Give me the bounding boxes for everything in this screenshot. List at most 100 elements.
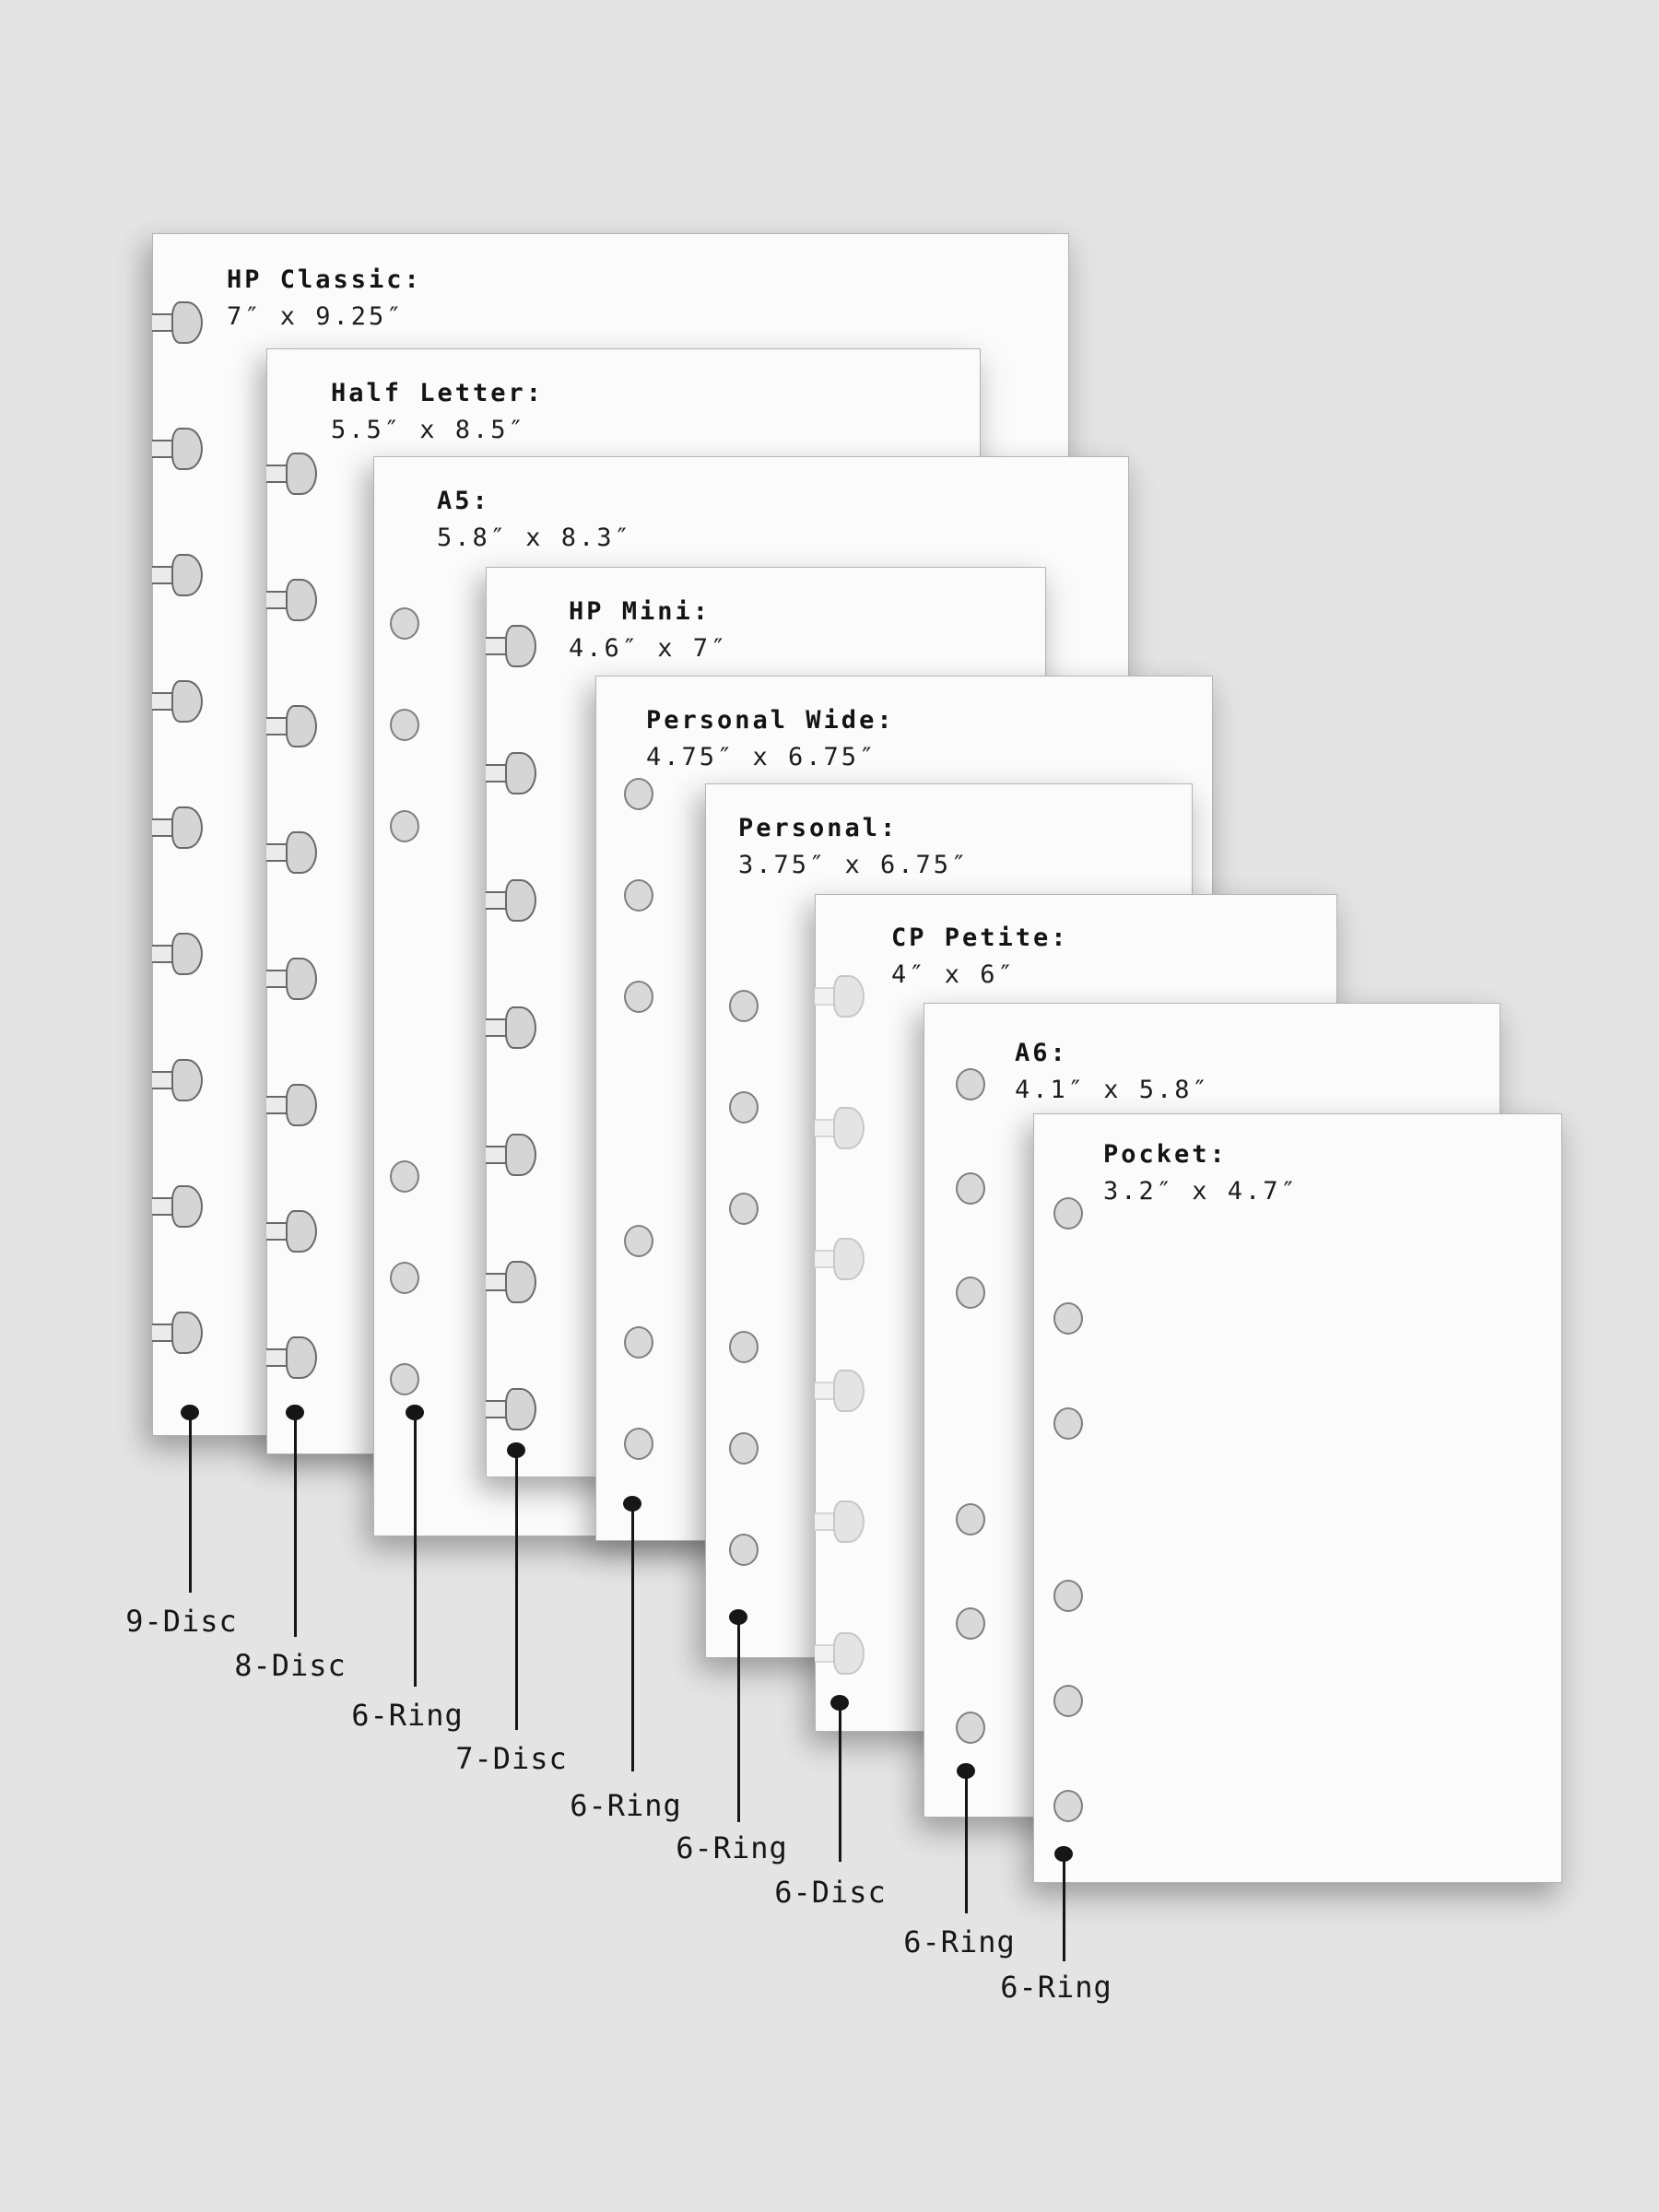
page-name-hp-mini: HP Mini:	[569, 597, 712, 626]
disc-hole-head	[505, 1261, 536, 1303]
page-name-a6: A6:	[1015, 1039, 1068, 1067]
ring-punch-hole	[390, 709, 419, 741]
disc-hole-head	[171, 428, 203, 470]
page-label-a5: A5: 5.8″ x 8.3″	[437, 483, 632, 557]
page-name-a5: A5:	[437, 487, 490, 515]
ring-punch-hole	[624, 1428, 653, 1460]
ring-punch-hole	[390, 1262, 419, 1294]
disc-hole-head	[286, 1336, 317, 1379]
callout-line-a5	[413, 1412, 417, 1687]
ring-punch-hole	[390, 1363, 419, 1395]
ring-punch-hole	[729, 1432, 759, 1465]
ring-punch-hole	[390, 810, 419, 842]
page-pocket: Pocket: 3.2″ x 4.7″	[1033, 1113, 1562, 1883]
ring-punch-hole	[1053, 1197, 1083, 1230]
disc-hole-head	[286, 1084, 317, 1126]
disc-hole-head	[286, 453, 317, 495]
page-label-hp-mini: HP Mini: 4.6″ x 7″	[569, 594, 728, 667]
page-name-half-letter: Half Letter:	[331, 379, 545, 407]
ring-punch-hole	[729, 990, 759, 1022]
disc-hole-head	[833, 1238, 865, 1280]
ring-punch-hole	[1053, 1302, 1083, 1335]
page-label-hp-classic: HP Classic: 7″ x 9.25″	[227, 262, 422, 335]
ring-punch-hole	[729, 1534, 759, 1566]
binding-label-hp-mini: 7-Disc	[455, 1741, 568, 1776]
page-label-personal-wide: Personal Wide: 4.75″ x 6.75″	[646, 702, 895, 776]
callout-line-half-letter	[293, 1412, 297, 1637]
disc-hole-head	[286, 705, 317, 747]
disc-hole-head	[171, 933, 203, 975]
binding-label-cp-petite: 6-Disc	[774, 1875, 887, 1910]
ring-punch-hole	[956, 1277, 985, 1309]
page-name-personal: Personal:	[738, 814, 899, 842]
disc-hole-head	[286, 831, 317, 874]
ring-punch-hole	[729, 1091, 759, 1124]
disc-hole-head	[833, 1500, 865, 1543]
ring-punch-hole	[624, 778, 653, 810]
page-dimensions-personal: 3.75″ x 6.75″	[738, 851, 970, 879]
disc-hole-head	[833, 975, 865, 1018]
disc-hole-head	[286, 579, 317, 621]
callout-line-a6	[964, 1771, 968, 1913]
disc-hole-head	[833, 1370, 865, 1412]
callout-dot-a6	[957, 1763, 975, 1779]
callout-dot-personal	[729, 1609, 747, 1625]
callout-dot-personal-wide	[623, 1496, 641, 1512]
binding-label-hp-classic: 9-Disc	[125, 1604, 238, 1639]
ring-punch-hole	[956, 1712, 985, 1744]
ring-punch-hole	[729, 1193, 759, 1225]
page-label-a6: A6: 4.1″ x 5.8″	[1015, 1035, 1210, 1109]
disc-hole-head	[171, 554, 203, 596]
disc-hole-head	[505, 879, 536, 922]
callout-line-pocket	[1062, 1853, 1065, 1961]
page-dimensions-hp-classic: 7″ x 9.25″	[227, 302, 405, 331]
callout-dot-a5	[406, 1405, 424, 1420]
ring-punch-hole	[956, 1068, 985, 1100]
ring-punch-hole	[1053, 1685, 1083, 1717]
callout-dot-pocket	[1054, 1846, 1073, 1862]
ring-punch-hole	[956, 1172, 985, 1205]
ring-punch-hole	[956, 1607, 985, 1640]
callout-line-personal-wide	[630, 1503, 634, 1771]
disc-hole-head	[171, 680, 203, 723]
ring-punch-hole	[956, 1503, 985, 1535]
ring-punch-hole	[1053, 1790, 1083, 1822]
page-dimensions-hp-mini: 4.6″ x 7″	[569, 634, 729, 663]
callout-line-cp-petite	[838, 1702, 841, 1862]
disc-hole-head	[171, 301, 203, 344]
page-label-personal: Personal: 3.75″ x 6.75″	[738, 810, 969, 884]
page-name-pocket: Pocket:	[1103, 1140, 1228, 1169]
binding-label-a5: 6-Ring	[351, 1698, 464, 1733]
page-label-half-letter: Half Letter: 5.5″ x 8.5″	[331, 375, 544, 449]
page-dimensions-personal-wide: 4.75″ x 6.75″	[646, 743, 877, 771]
page-label-cp-petite: CP Petite: 4″ x 6″	[891, 920, 1069, 994]
disc-hole-head	[286, 1210, 317, 1253]
callout-dot-cp-petite	[830, 1695, 849, 1711]
disc-hole-head	[505, 752, 536, 794]
binding-label-a6: 6-Ring	[903, 1924, 1016, 1959]
page-dimensions-a5: 5.8″ x 8.3″	[437, 524, 632, 552]
page-name-personal-wide: Personal Wide:	[646, 706, 895, 735]
page-dimensions-half-letter: 5.5″ x 8.5″	[331, 416, 526, 444]
ring-punch-hole	[390, 1160, 419, 1193]
binding-label-personal: 6-Ring	[676, 1830, 788, 1865]
disc-hole-head	[171, 1312, 203, 1354]
ring-punch-hole	[624, 981, 653, 1013]
page-dimensions-a6: 4.1″ x 5.8″	[1015, 1076, 1210, 1104]
disc-hole-head	[505, 1388, 536, 1430]
ring-punch-hole	[1053, 1580, 1083, 1612]
disc-hole-head	[505, 1134, 536, 1176]
disc-hole-head	[171, 1185, 203, 1228]
ring-punch-hole	[624, 879, 653, 912]
disc-hole-head	[171, 1059, 203, 1101]
callout-dot-hp-classic	[181, 1405, 199, 1420]
disc-hole-head	[171, 806, 203, 849]
disc-hole-head	[505, 625, 536, 667]
callout-line-hp-classic	[188, 1412, 192, 1593]
callout-dot-half-letter	[286, 1405, 304, 1420]
page-dimensions-cp-petite: 4″ x 6″	[891, 960, 1016, 989]
disc-hole-head	[833, 1107, 865, 1149]
ring-punch-hole	[624, 1225, 653, 1257]
ring-punch-hole	[729, 1331, 759, 1363]
